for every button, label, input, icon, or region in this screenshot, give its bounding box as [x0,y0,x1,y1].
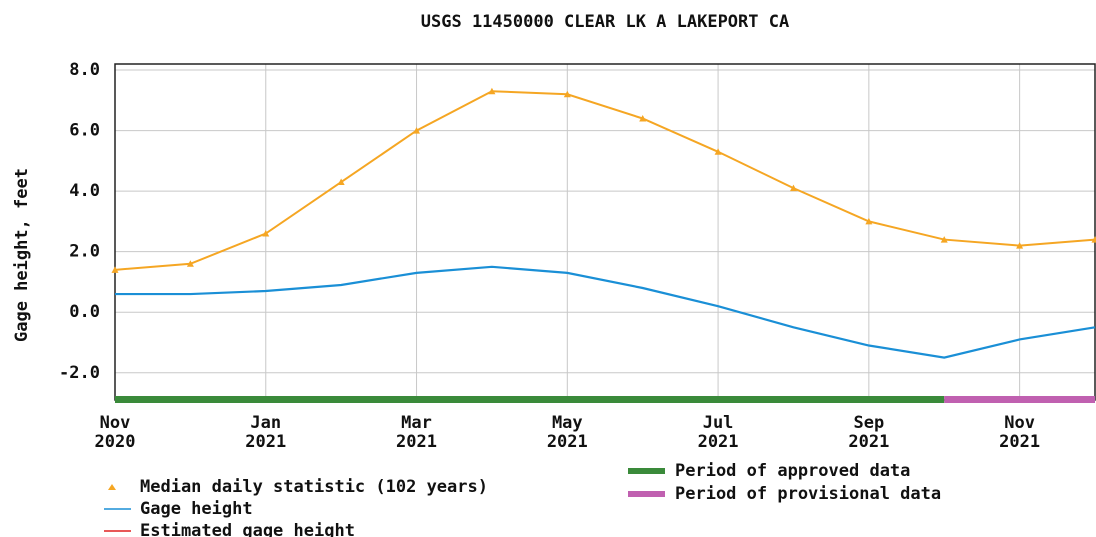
median-marker [789,184,797,192]
legend-patch [628,491,665,497]
median-marker [1091,236,1096,243]
x-tick-label: Mar 2021 [396,413,437,452]
legend-label: Period of approved data [675,461,910,481]
y-tick-label: 8.0 [69,60,100,80]
median-marker [639,114,647,122]
median-marker [337,178,345,186]
legend-label: Gage height [140,499,253,519]
x-tick-label: Sep 2021 [848,413,890,452]
chart-title: USGS 11450000 CLEAR LK A LAKEPORT CA [421,12,789,32]
median-marker [488,87,496,95]
median-marker [413,127,421,134]
median-marker [865,217,873,225]
median-marker [940,236,948,243]
period-bar [115,396,945,403]
plot-border [114,63,1096,401]
median-marker [262,230,270,237]
median-marker [1016,242,1024,249]
series-line [114,90,1096,271]
median-marker [714,148,722,155]
y-tick-label: 4.0 [69,181,100,201]
legend-label: Median daily statistic (102 years) [140,477,488,497]
series-line [115,265,1096,359]
x-tick-label: Nov 2020 [94,413,136,452]
median-marker [563,90,571,98]
y-tick-label: 2.0 [69,242,100,262]
legend-label: Period of provisional data [675,484,941,504]
x-tick-label: May 2021 [546,413,588,452]
legend-marker [108,484,116,490]
y-tick-label: 0.0 [69,302,100,322]
x-tick-label: Jul 2021 [697,413,739,452]
median-marker [111,266,119,273]
x-tick-label: Nov 2021 [999,413,1041,452]
y-tick-label: -2.0 [59,363,100,383]
legend-patch [628,468,665,474]
y-axis-label: Gage height, feet [12,168,32,342]
median-marker [186,260,194,267]
x-tick-label: Jan 2021 [245,413,287,452]
period-bar [944,396,1095,403]
legend-label: Estimated gage height [140,521,355,537]
y-tick-label: 6.0 [69,121,100,141]
